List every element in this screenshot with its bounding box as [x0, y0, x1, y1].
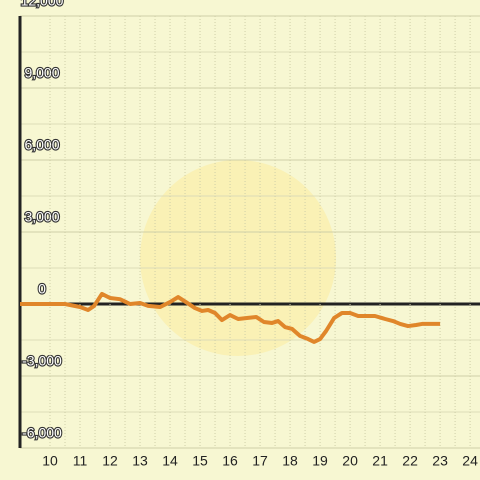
x-tick-label: 18 [282, 453, 298, 469]
x-tick-label: 15 [192, 453, 208, 469]
x-tick-label: 21 [372, 453, 388, 469]
x-tick-label: 12 [102, 453, 118, 469]
x-tick-label: 20 [342, 453, 358, 469]
y-tick-label: 9,000 [24, 65, 59, 81]
y-tick-label: 3,000 [24, 209, 59, 225]
watermark [140, 160, 336, 356]
y-tick-label: 12,000 [21, 0, 64, 9]
x-tick-label: 19 [312, 453, 328, 469]
x-tick-label: 14 [162, 453, 178, 469]
y-tick-label: -3,000 [22, 353, 62, 369]
x-tick-label: 17 [252, 453, 268, 469]
x-tick-label: 10 [42, 453, 58, 469]
y-tick-label: 0 [38, 281, 46, 297]
y-tick-label: -6,000 [22, 425, 62, 441]
data-line [20, 291, 441, 344]
x-tick-label: 22 [402, 453, 418, 469]
x-tick-label: 11 [73, 453, 88, 469]
x-tick-label: 24 [462, 453, 478, 469]
y-tick-label: 6,000 [24, 137, 59, 153]
x-tick-label: 13 [132, 453, 148, 469]
x-tick-label: 16 [222, 453, 238, 469]
x-tick-label: 23 [432, 453, 448, 469]
